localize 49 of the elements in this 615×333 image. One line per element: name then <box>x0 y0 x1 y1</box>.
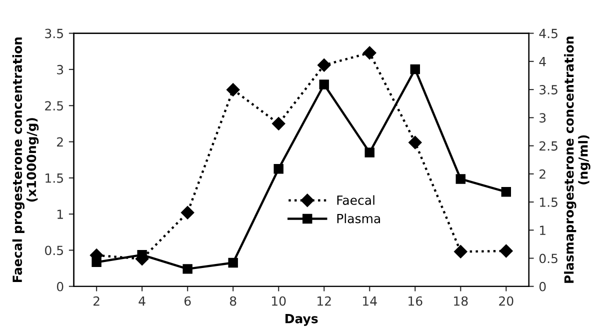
x-tick-label: 4 <box>138 296 146 306</box>
x-tick-label: 12 <box>318 296 331 306</box>
y-tick-label: 3 <box>57 64 64 74</box>
point <box>274 164 284 174</box>
y2-tick-label: 4 <box>539 57 546 66</box>
y2-tick-label: 1 <box>540 226 546 235</box>
x-tick-label: 8 <box>230 296 236 306</box>
legend-label: Faecal <box>337 195 374 205</box>
y2-tick-label: 3 <box>540 113 546 123</box>
y-tick-label: 1.5 <box>46 174 63 183</box>
y2-tick-label: 2.5 <box>540 141 558 151</box>
x-tick-label: 2 <box>93 296 100 306</box>
x-tick-label: 14 <box>363 296 377 306</box>
y-tick-label: 3.5 <box>45 28 63 38</box>
y2-tick-label: 0 <box>539 282 546 292</box>
x-tick-label: 20 <box>499 296 514 306</box>
y-axis-title: Faecal progesterone concentration (x1000ng/g) <box>12 37 39 282</box>
point <box>410 64 420 74</box>
point <box>272 117 286 130</box>
y2-tick-label: 4.5 <box>539 28 558 38</box>
y2-axis-title: Plasmaprogesterone concentration (ng/ml) <box>564 36 590 283</box>
x-axis-title: Days <box>285 314 318 326</box>
point <box>501 187 512 197</box>
point <box>319 80 329 90</box>
y2-tick-label: 2 <box>540 169 546 179</box>
point <box>226 83 240 96</box>
point <box>180 206 194 220</box>
y-tick-label: 2 <box>57 137 63 147</box>
point <box>182 264 192 274</box>
x-tick-label: 18 <box>454 296 468 306</box>
point <box>228 258 238 268</box>
y2-tick-label: 3.5 <box>540 85 558 94</box>
x-tick-label: 6 <box>184 296 191 306</box>
point <box>363 46 376 60</box>
point <box>408 136 422 150</box>
point <box>456 174 466 184</box>
y2-tick-label: 0.5 <box>539 254 558 264</box>
y2-tick-label: 1.5 <box>540 198 558 207</box>
legend-label: Plasma <box>337 214 380 224</box>
point <box>364 148 374 158</box>
y-tick-label: 1 <box>58 210 63 219</box>
y-tick-label: 2.5 <box>45 101 63 111</box>
x-tick-label: 10 <box>272 296 286 306</box>
point <box>500 244 513 258</box>
point <box>454 245 468 258</box>
y-tick-label: 0.5 <box>45 246 63 256</box>
y-tick-label: 0 <box>56 282 64 292</box>
point <box>318 58 331 72</box>
x-tick-label: 16 <box>408 296 422 306</box>
